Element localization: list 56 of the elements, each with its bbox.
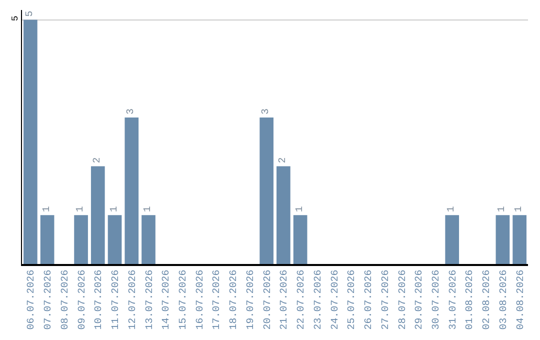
x-tick-label: 08.07.2026 <box>60 270 72 330</box>
x-tick-label: 23.07.2026 <box>313 270 324 330</box>
x-tick-label: 20.07.2026 <box>262 270 274 330</box>
x-tick-label: 19.07.2026 <box>246 270 257 330</box>
x-tick-label: 12.07.2026 <box>128 270 139 330</box>
data-label: 1 <box>446 206 458 212</box>
x-tick-label: 21.07.2026 <box>280 270 291 330</box>
x-tick-label: 16.07.2026 <box>195 270 206 330</box>
bar <box>512 215 526 264</box>
x-tick-label: 17.07.2026 <box>212 270 224 330</box>
data-label: 1 <box>497 206 508 212</box>
bar <box>276 166 290 264</box>
x-tick-label: 01.08.2026 <box>465 270 476 330</box>
bar <box>293 215 308 264</box>
x-tick-label: 15.07.2026 <box>178 270 190 330</box>
data-label: 1 <box>514 206 526 212</box>
bar <box>40 215 54 264</box>
x-tick-label: 24.07.2026 <box>330 270 342 330</box>
data-label: 1 <box>294 206 306 212</box>
x-tick-label: 10.07.2026 <box>94 270 106 330</box>
x-tick-label: 30.07.2026 <box>431 270 442 330</box>
bar <box>124 117 139 264</box>
bar <box>108 215 122 264</box>
x-tick-label: 29.07.2026 <box>414 270 426 330</box>
x-tick-label: 14.07.2026 <box>162 270 173 330</box>
x-tick-label: 22.07.2026 <box>296 270 308 330</box>
bar <box>142 215 156 264</box>
data-label: 2 <box>278 157 289 164</box>
bar <box>445 215 460 264</box>
bar <box>24 20 38 264</box>
x-tick-label: 27.07.2026 <box>380 270 392 330</box>
bar <box>74 215 88 264</box>
x-tick-label: 04.08.2026 <box>516 270 527 330</box>
data-label: 1 <box>42 206 53 212</box>
x-tick-label: 18.07.2026 <box>229 270 240 330</box>
bar <box>260 117 274 264</box>
data-label: 3 <box>261 108 272 114</box>
x-tick-label: 09.07.2026 <box>77 270 88 330</box>
x-tick-label: 02.08.2026 <box>482 270 494 330</box>
data-label: 1 <box>76 206 87 212</box>
data-label: 1 <box>109 206 120 212</box>
x-tick-label: 25.07.2026 <box>347 270 358 330</box>
x-tick-label: 28.07.2026 <box>398 270 409 330</box>
x-tick-label: 31.07.2026 <box>448 270 460 330</box>
x-tick-label: 07.07.2026 <box>44 270 55 330</box>
x-tick-label: 11.07.2026 <box>111 270 122 330</box>
data-label: 5 <box>24 10 36 17</box>
data-label: 3 <box>126 108 138 114</box>
bar <box>90 166 105 264</box>
data-label: 1 <box>143 206 154 212</box>
x-tick-label: 13.07.2026 <box>144 270 156 330</box>
bar <box>496 215 510 264</box>
x-tick-label: 06.07.2026 <box>26 270 38 330</box>
x-tick-label: 03.08.2026 <box>498 270 510 330</box>
data-label: 2 <box>92 157 104 164</box>
x-tick-label: 26.07.2026 <box>364 270 376 330</box>
